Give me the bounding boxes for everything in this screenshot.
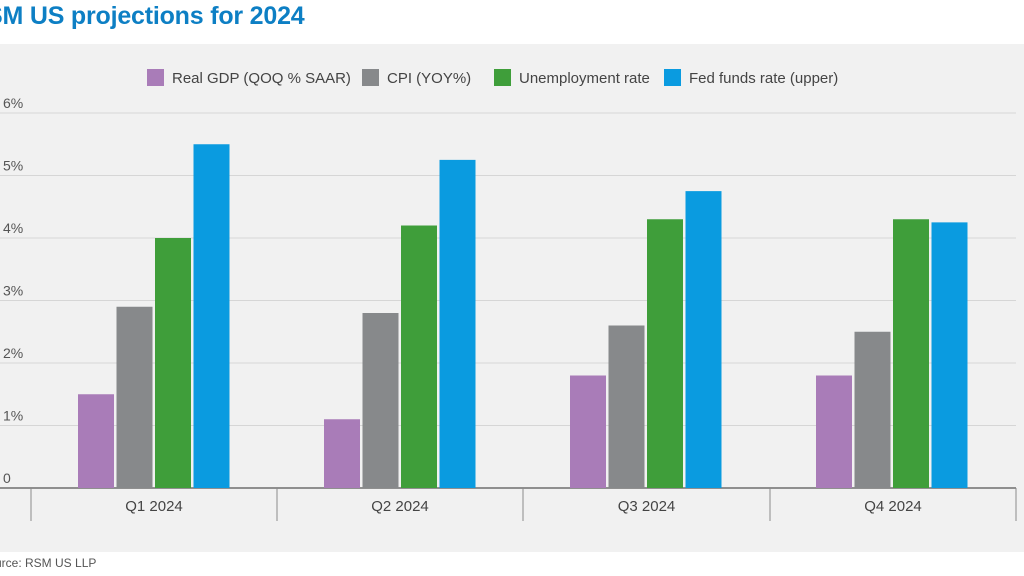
- bar: [362, 313, 399, 488]
- source-note: urce: RSM US LLP: [0, 556, 97, 570]
- x-tick-label: Q1 2024: [125, 498, 183, 515]
- y-tick-label: 6%: [3, 95, 23, 111]
- bar: [155, 238, 191, 488]
- legend-label: CPI (YOY%): [387, 70, 471, 87]
- x-tick-label: Q3 2024: [618, 498, 676, 515]
- bar: [193, 144, 230, 488]
- bar: [116, 306, 153, 488]
- y-tick-label: 5%: [3, 158, 23, 174]
- legend-label: Unemployment rate: [519, 70, 650, 87]
- y-tick-label: 1%: [3, 408, 23, 424]
- y-tick-label: 0: [3, 470, 11, 486]
- y-tick-label: 3%: [3, 283, 23, 299]
- bar: [439, 159, 476, 488]
- legend-swatch: [362, 69, 379, 86]
- bar: [685, 191, 722, 488]
- bar: [893, 219, 929, 488]
- legend-swatch: [664, 69, 681, 86]
- x-tick-label: Q2 2024: [371, 498, 429, 515]
- bar: [401, 225, 437, 488]
- y-tick-label: 4%: [3, 220, 23, 236]
- bar: [931, 222, 968, 488]
- legend-swatch: [147, 69, 164, 86]
- legend-label: Fed funds rate (upper): [689, 70, 838, 87]
- y-tick-label: 2%: [3, 345, 23, 361]
- bar: [647, 219, 683, 488]
- bar: [78, 394, 114, 488]
- bar: [608, 325, 645, 488]
- bar: [570, 375, 606, 488]
- x-tick-label: Q4 2024: [864, 498, 922, 515]
- legend-swatch: [494, 69, 511, 86]
- bar: [854, 331, 891, 488]
- bar: [816, 375, 852, 488]
- chart-title: SM US projections for 2024: [0, 2, 305, 30]
- bar: [324, 419, 360, 488]
- legend-label: Real GDP (QOQ % SAAR): [172, 70, 351, 87]
